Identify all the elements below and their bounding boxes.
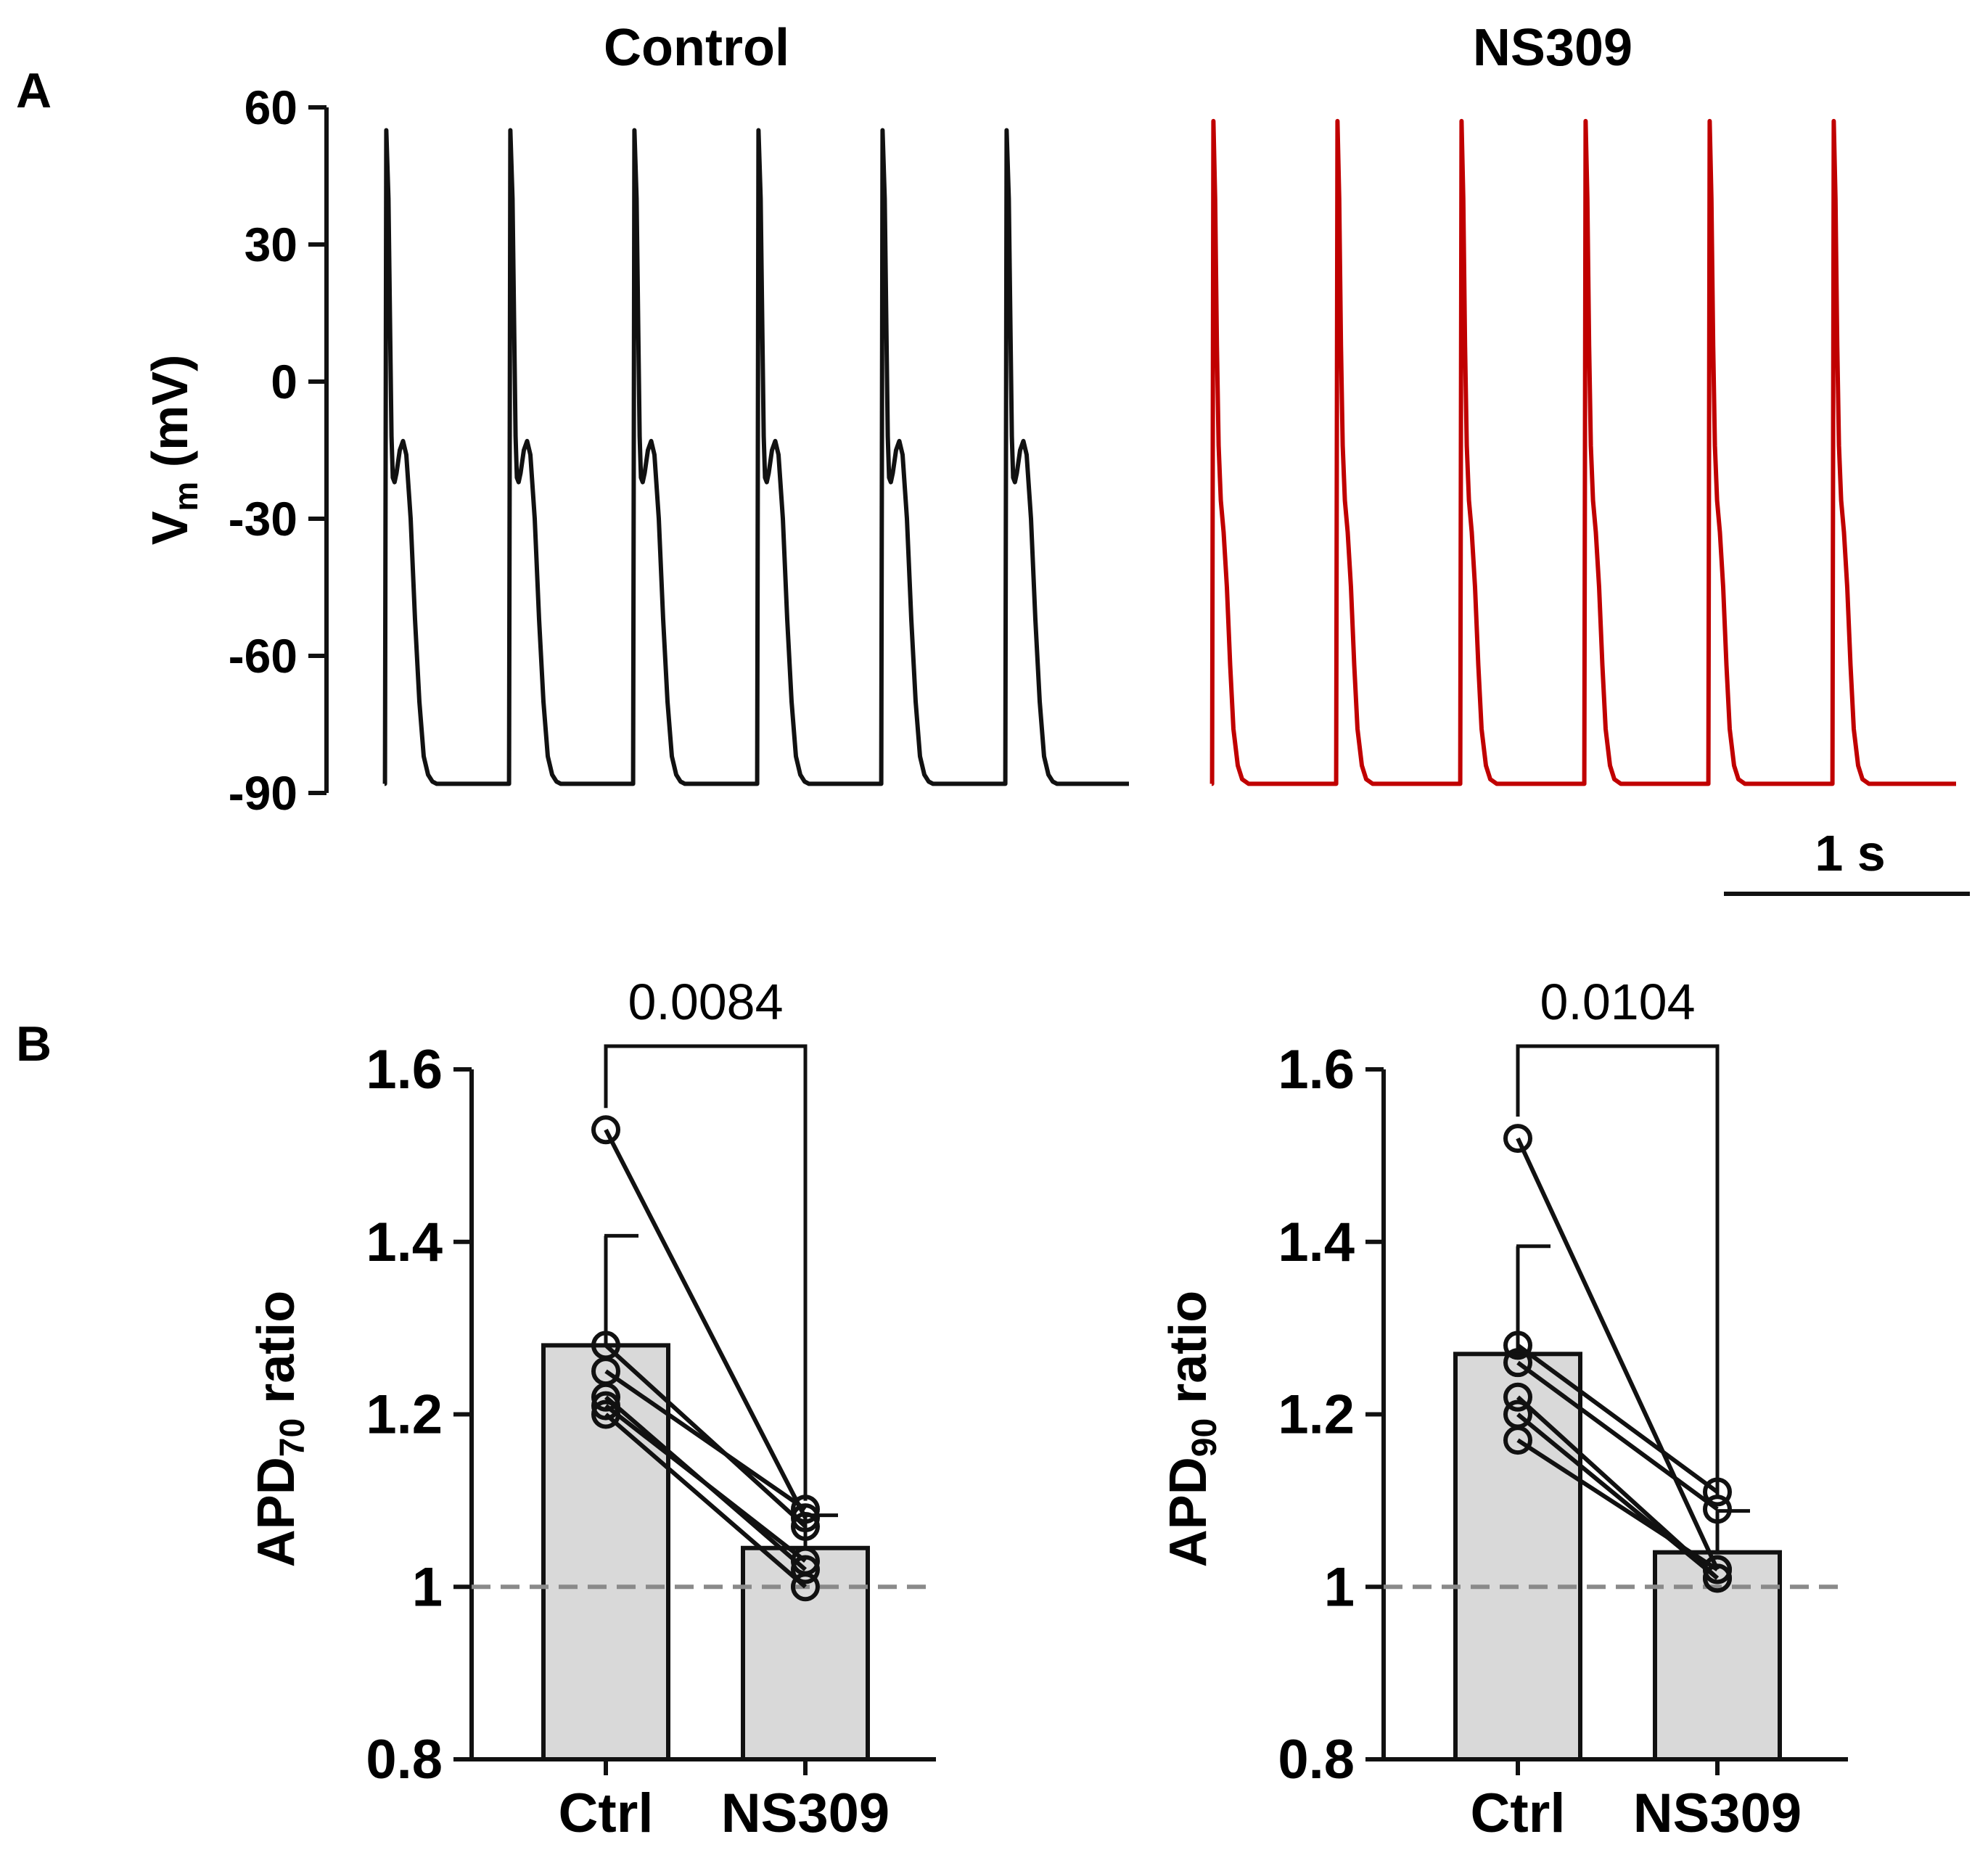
- panel-b-left-pair-line-4: [604, 1404, 807, 1563]
- panel-b-right-bar-chart: 1.6 1.4 1.2 1 0.8 APD90 ratio Ctrl NS309 0.0104: [1159, 974, 1848, 1844]
- panel-a-ylabel-sub: m: [167, 482, 205, 511]
- panel-label-b: B: [16, 1016, 52, 1072]
- panel-b-right-ytick-label-3: 1: [1324, 1556, 1355, 1618]
- panel-b-right-ylabel-main: APD: [1159, 1457, 1217, 1567]
- panel-b-left-bar-chart: 1.6 1.4 1.2 1 0.8 APD70 ratio Ctrl NS309 0.0084: [247, 974, 936, 1844]
- panel-b-right-point-ns309-4: [1703, 1563, 1732, 1593]
- panel-b-left-ytick-label-0: 1.6: [366, 1039, 443, 1101]
- panel-b-right-point-ns309-5: [1703, 1555, 1732, 1584]
- panel-b-right-bar-0: [1453, 1352, 1582, 1761]
- panel-b-right-point-ctrl-1: [1503, 1331, 1532, 1360]
- panel-b-right-point-ctrl-3: [1503, 1382, 1532, 1412]
- panel-b-right-pair-line-2: [1516, 1360, 1719, 1511]
- panel-a-ytick-label-2: 0: [271, 355, 297, 408]
- panel-b-right-pair-line-4: [1516, 1413, 1719, 1580]
- panel-b-right-pair-line-5: [1516, 1438, 1719, 1571]
- panel-b-left-ytick-label-2: 1.2: [366, 1384, 443, 1446]
- panel-a-ylabel-unit: (mV): [141, 355, 198, 482]
- panel-a-ylabel: Vm (mV): [141, 355, 205, 546]
- panel-b-left-point-ctrl-3: [591, 1382, 620, 1412]
- panel-a-ytick-label-3: -30: [229, 492, 297, 546]
- title-control: Control: [604, 19, 789, 77]
- panel-b-right-xtick-label-0: Ctrl: [1471, 1783, 1566, 1844]
- panel-b-left-bar-1: [741, 1545, 870, 1762]
- panel-b-right-ylabel: APD90 ratio: [1159, 1291, 1224, 1567]
- panel-b-left-significance-bracket: [604, 1044, 808, 1501]
- panel-b-left-point-ctrl-5: [591, 1399, 620, 1429]
- panel-b-left-ytick-label-1: 1.4: [366, 1212, 443, 1273]
- panel-b-left-pair-line-5: [604, 1413, 807, 1589]
- panel-b-right-p-value: 0.0104: [1540, 974, 1695, 1030]
- panel-b-right-pair-line-1: [1516, 1343, 1719, 1494]
- trace-ns309: [1209, 118, 1956, 786]
- scale-bar-label: 1 s: [1815, 825, 1885, 881]
- panel-b-left-point-ctrl-0: [591, 1115, 620, 1145]
- panel-b-right-ylabel-sub: 90: [1186, 1418, 1224, 1457]
- panel-b-right-ytick-label-2: 1.2: [1278, 1384, 1355, 1446]
- panel-a-ylabel-main: V: [141, 511, 198, 545]
- panel-b-left-ylabel-sub: 70: [274, 1418, 312, 1457]
- panel-b-right-point-ns309-2: [1703, 1495, 1732, 1524]
- panel-b-right-significance-bracket: [1516, 1044, 1720, 1497]
- trace-control: [382, 128, 1129, 786]
- panel-b-left-ylabel-unit: ratio: [247, 1291, 305, 1418]
- panel-a-ytick-label-4: -60: [229, 629, 297, 683]
- panel-b-left-xtick-label-1: NS309: [721, 1783, 890, 1844]
- panel-b-right-ytick-label-0: 1.6: [1278, 1039, 1355, 1101]
- panel-a-ytick-label-1: 30: [245, 218, 297, 271]
- panel-b-left-point-ns309-0: [791, 1503, 820, 1533]
- panel-b-right-point-ctrl-5: [1503, 1426, 1532, 1455]
- panel-b-left-point-ns309-1: [791, 1512, 820, 1542]
- panel-b-right-xtick-label-1: NS309: [1633, 1783, 1802, 1844]
- panel-b-right-ylabel-unit: ratio: [1159, 1291, 1217, 1418]
- panel-b-left-ylabel-main: APD: [247, 1457, 305, 1567]
- panel-b-left-ytick-label-4: 0.8: [366, 1729, 443, 1791]
- panel-b-left-ylabel: APD70 ratio: [247, 1291, 312, 1567]
- panel-b-left-point-ctrl-4: [591, 1391, 620, 1421]
- panel-a-ytick-label-0: 60: [245, 81, 297, 134]
- panel-b-right-ytick-label-4: 0.8: [1278, 1729, 1355, 1791]
- panel-b-left-pair-line-2: [604, 1369, 807, 1511]
- panel-b-right-point-ctrl-0: [1503, 1124, 1532, 1154]
- panel-a-traces: Control NS309 60 30 0 -30 -60 -90 Vm (mV) 1 s: [141, 19, 1970, 896]
- panel-b-right-ytick-label-1: 1.4: [1278, 1212, 1355, 1273]
- panel-a-y-ticks: 60 30 0 -30 -60 -90: [229, 81, 326, 820]
- panel-b-left-point-ns309-5: [791, 1572, 820, 1602]
- panel-b-right-point-ctrl-2: [1503, 1348, 1532, 1378]
- panel-b-left-point-ns309-3: [791, 1555, 820, 1584]
- panel-a-ytick-label-5: -90: [229, 766, 297, 820]
- panel-b-left-p-value: 0.0084: [628, 974, 783, 1030]
- panel-b-left-ytick-label-3: 1: [412, 1556, 443, 1618]
- panel-b-left-pair-line-0: [604, 1128, 808, 1519]
- panel-b-left-xtick-label-0: Ctrl: [559, 1783, 654, 1844]
- panel-label-a: A: [16, 63, 52, 118]
- title-ns309: NS309: [1473, 19, 1632, 77]
- panel-b-right-pair-line-0: [1516, 1137, 1720, 1571]
- panel-b-left-pair-line-1: [604, 1344, 808, 1529]
